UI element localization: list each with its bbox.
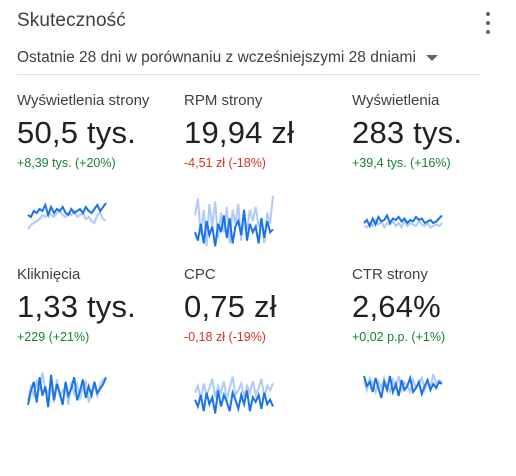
metric-page-ctr[interactable]: CTR strony 2,64% +0,02 p.p. (+1%): [352, 266, 516, 344]
sparkline-clicks: [27, 368, 107, 414]
sparkline-page-ctr: [363, 368, 443, 408]
sparkline-current-period: [27, 374, 107, 408]
sparkline-current-period: [194, 209, 274, 247]
metric-value: 2,64%: [352, 289, 441, 324]
metric-cpc[interactable]: CPC 0,75 zł -0,18 zł (-19%): [184, 266, 349, 344]
metric-delta: +0,02 p.p. (+1%): [352, 330, 446, 344]
sparkline-page-rpm: [194, 193, 274, 249]
sparkline-current-period: [194, 388, 274, 414]
metric-label: CPC: [184, 266, 216, 283]
metric-value: 0,75 zł: [184, 289, 277, 324]
metric-delta: +39,4 tys. (+16%): [352, 156, 451, 170]
metric-value: 283 tys.: [352, 115, 463, 150]
metric-label: RPM strony: [184, 92, 263, 109]
metric-clicks[interactable]: Kliknięcia 1,33 tys. +229 (+21%): [17, 266, 182, 344]
metric-page-views[interactable]: Wyświetlenia strony 50,5 tys. +8,39 tys.…: [17, 92, 182, 170]
sparkline-impressions: [363, 205, 443, 235]
period-selector[interactable]: Ostatnie 28 dni w porównaniu z wcześniej…: [17, 42, 480, 75]
metric-label: Wyświetlenia: [352, 92, 440, 109]
period-label: Ostatnie 28 dni w porównaniu z wcześniej…: [17, 49, 416, 66]
metric-delta: +229 (+21%): [17, 330, 90, 344]
metric-value: 50,5 tys.: [17, 115, 136, 150]
metric-delta: -0,18 zł (-19%): [184, 330, 266, 344]
metric-label: Kliknięcia: [17, 266, 81, 283]
metric-delta: +8,39 tys. (+20%): [17, 156, 116, 170]
metric-label: Wyświetlenia strony: [17, 92, 150, 109]
metric-label: CTR strony: [352, 266, 428, 283]
card-title: Skuteczność: [17, 10, 126, 31]
metric-value: 1,33 tys.: [17, 289, 136, 324]
sparkline-current-period: [363, 374, 443, 399]
sparkline-page-views: [27, 193, 107, 233]
metric-delta: -4,51 zł (-18%): [184, 156, 266, 170]
sparkline-previous-period: [194, 376, 274, 400]
more-vert-icon[interactable]: [478, 12, 498, 34]
sparkline-current-period: [363, 213, 443, 229]
metric-impressions[interactable]: Wyświetlenia 283 tys. +39,4 tys. (+16%): [352, 92, 516, 170]
sparkline-cpc: [194, 372, 274, 418]
metric-value: 19,94 zł: [184, 115, 295, 150]
metric-page-rpm[interactable]: RPM strony 19,94 zł -4,51 zł (-18%): [184, 92, 349, 170]
sparkline-current-period: [27, 202, 107, 219]
dropdown-caret-icon: [425, 55, 438, 61]
